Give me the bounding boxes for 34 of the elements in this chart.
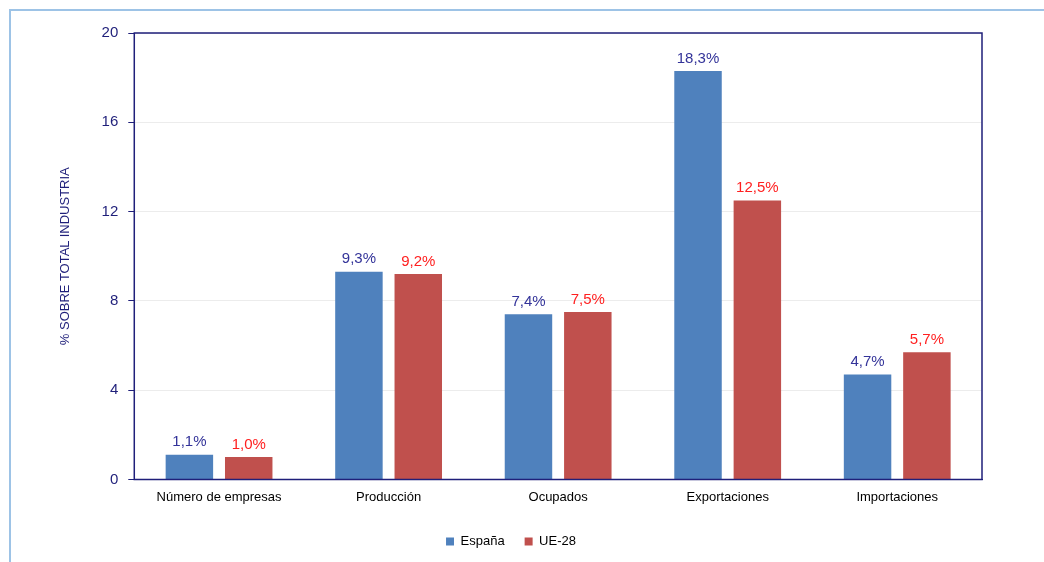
data-label: 7,4% <box>511 291 546 309</box>
y-tick-label: 12 <box>101 201 119 219</box>
y-tick-label: 8 <box>109 290 119 308</box>
x-tick-label: Exportaciones <box>686 488 770 504</box>
bar <box>394 274 443 479</box>
data-label: 9,2% <box>401 251 436 269</box>
x-tick-label: Producción <box>356 488 422 504</box>
legend-label: España <box>460 533 506 549</box>
x-tick-label: Ocupados <box>528 488 589 504</box>
x-tick-label: Importaciones <box>856 488 939 504</box>
x-tick-label: Número de empresas <box>156 488 283 504</box>
bar <box>335 271 383 479</box>
data-label: 4,7% <box>850 352 885 370</box>
data-label: 1,1% <box>172 432 207 450</box>
bar <box>165 454 214 479</box>
bar <box>843 374 892 479</box>
data-label: 12,5% <box>736 178 779 196</box>
y-tick-label: 0 <box>109 469 119 487</box>
data-label: 5,7% <box>909 329 944 347</box>
data-label: 9,3% <box>341 249 377 267</box>
bar <box>733 200 782 479</box>
bar <box>674 70 722 479</box>
data-label: 7,5% <box>570 289 605 307</box>
bar <box>504 314 553 479</box>
data-label: 1,0% <box>231 434 266 452</box>
bar <box>903 352 951 479</box>
y-tick-label: 4 <box>109 380 119 398</box>
bar <box>224 457 273 479</box>
y-axis-title: % SOBRE TOTAL INDUSTRIA <box>57 166 73 346</box>
y-tick-label: 16 <box>101 112 119 130</box>
legend-label: UE-28 <box>539 533 576 549</box>
bar <box>564 312 612 479</box>
y-tick-label: 20 <box>101 23 119 41</box>
data-label: 18,3% <box>676 48 720 66</box>
